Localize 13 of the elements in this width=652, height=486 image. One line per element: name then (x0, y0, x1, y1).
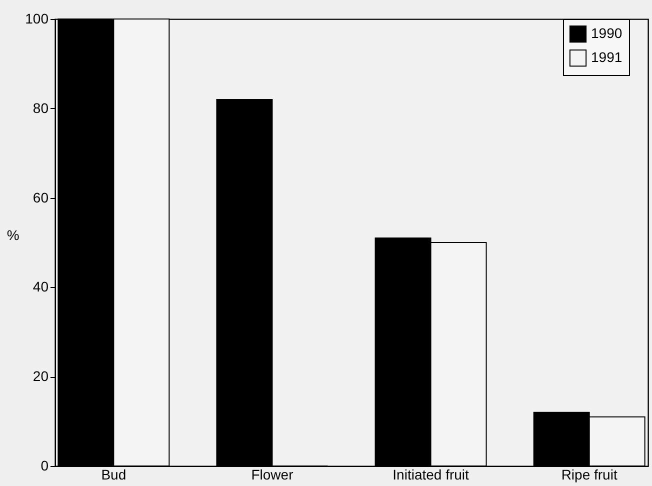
legend-label: 1991 (591, 49, 622, 65)
x-tick-label: Bud (101, 466, 126, 482)
y-tick-label: 100 (25, 10, 49, 26)
y-tick-label: 40 (32, 278, 49, 295)
y-tick-label: 60 (32, 189, 49, 206)
y-tick-label: 80 (32, 100, 49, 116)
legend-label: 1990 (591, 25, 622, 41)
x-tick-label: Ripe fruit (561, 466, 618, 482)
x-tick-label: Initiated fruit (392, 466, 470, 482)
y-axis-title: % (6, 227, 20, 243)
y-tick-label: 0 (40, 458, 49, 474)
x-tick-label: Flower (251, 466, 294, 482)
y-tick-label: 20 (32, 368, 49, 384)
